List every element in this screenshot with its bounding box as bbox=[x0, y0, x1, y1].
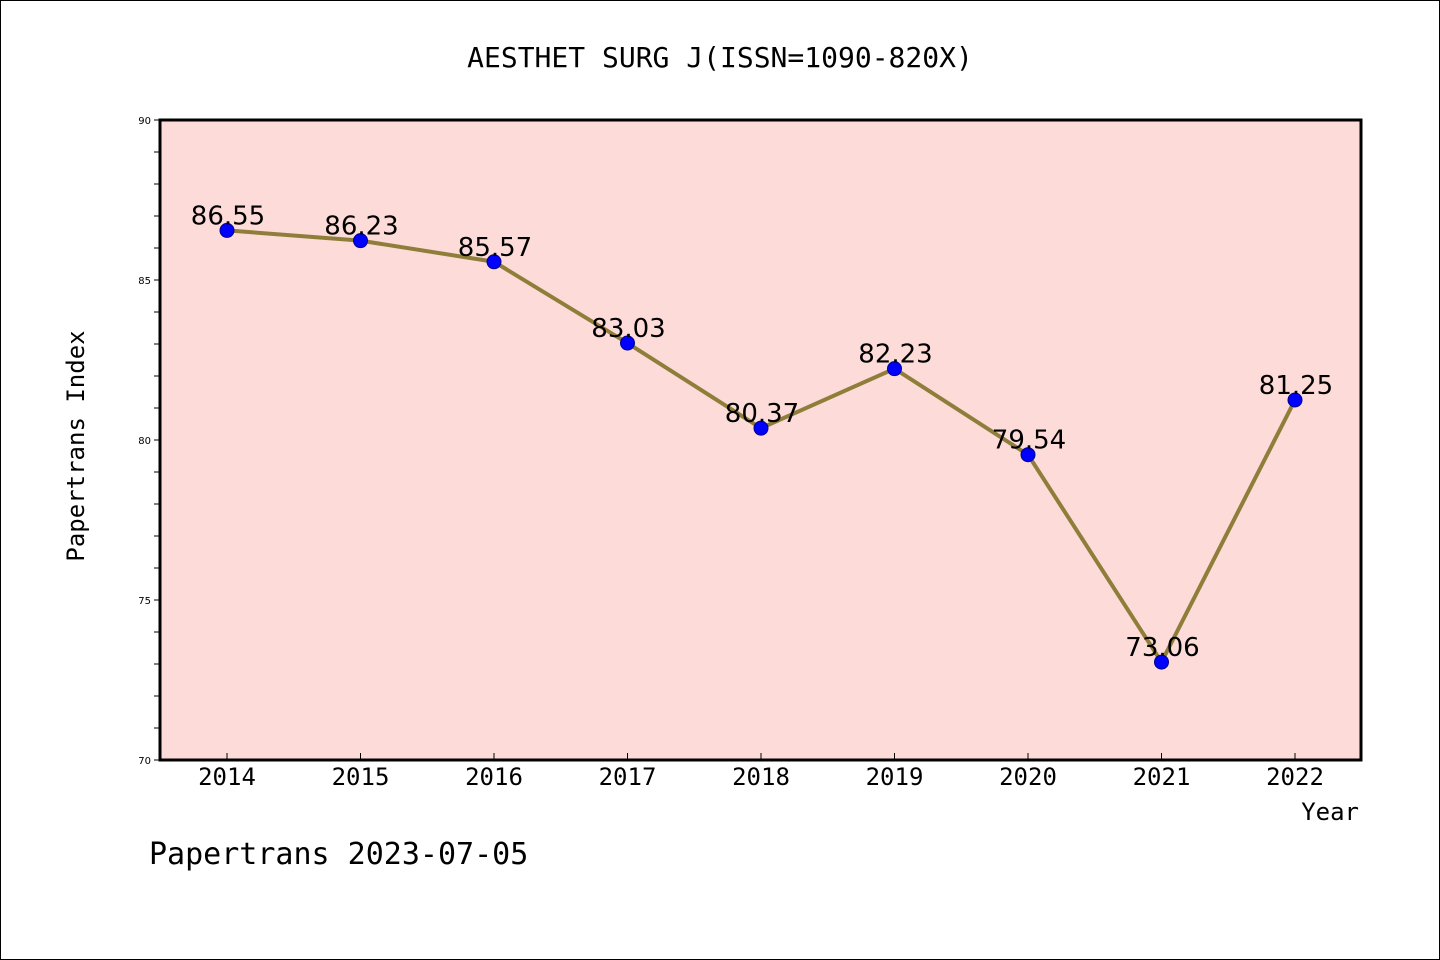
plot-area bbox=[158, 118, 1363, 762]
data-label: 82.23 bbox=[858, 340, 932, 370]
data-point bbox=[219, 222, 235, 238]
data-label: 80.37 bbox=[725, 399, 799, 429]
data-label: 85.57 bbox=[458, 233, 532, 263]
y-axis-label: Papertrans Index bbox=[62, 330, 90, 561]
data-point bbox=[620, 335, 635, 351]
footer-text: Papertrans 2023-07-05 bbox=[149, 837, 528, 872]
data-point bbox=[1154, 654, 1169, 670]
x-tick-label: 2018 bbox=[732, 763, 790, 791]
x-tick-label: 2019 bbox=[866, 763, 924, 791]
x-tick-label: 2020 bbox=[999, 763, 1057, 791]
x-tick-label: 2021 bbox=[1133, 763, 1191, 791]
x-tick-label: 2016 bbox=[465, 763, 523, 791]
series-markers bbox=[219, 222, 1303, 670]
x-tick-label: 2022 bbox=[1266, 763, 1324, 791]
data-label: 83.03 bbox=[591, 314, 665, 344]
x-tick-label: 2014 bbox=[198, 763, 256, 791]
y-tick-label: 70 bbox=[138, 756, 151, 767]
x-tick-label: 2015 bbox=[332, 763, 390, 791]
data-point bbox=[887, 361, 902, 377]
x-tick-label: 2017 bbox=[599, 763, 657, 791]
data-point bbox=[486, 254, 502, 270]
x-axis: 2014 2015 2016 2017 2018 2019 2020 2021 2022 bbox=[198, 753, 1324, 791]
data-label: 73.06 bbox=[1125, 633, 1199, 663]
data-label: 86.55 bbox=[191, 201, 265, 231]
data-labels: 86.55 86.23 85.57 83.03 80.37 82.23 79.54 73.06… bbox=[191, 201, 1333, 663]
data-point bbox=[1287, 392, 1303, 408]
data-point bbox=[753, 420, 769, 436]
data-label: 81.25 bbox=[1259, 371, 1333, 401]
y-tick-label: 85 bbox=[138, 276, 151, 287]
data-label: 86.23 bbox=[324, 212, 398, 242]
chart-title: AESTHET SURG J(ISSN=1090-820X) bbox=[467, 41, 973, 74]
y-tick-label: 75 bbox=[138, 596, 151, 607]
data-label: 79.54 bbox=[992, 426, 1066, 456]
y-axis: 70 75 80 85 90 bbox=[138, 116, 160, 767]
data-point bbox=[1020, 447, 1036, 463]
x-axis-label: Year bbox=[1301, 798, 1359, 826]
y-tick-label: 90 bbox=[138, 116, 151, 127]
data-point bbox=[353, 233, 368, 249]
y-tick-label: 80 bbox=[138, 436, 151, 447]
